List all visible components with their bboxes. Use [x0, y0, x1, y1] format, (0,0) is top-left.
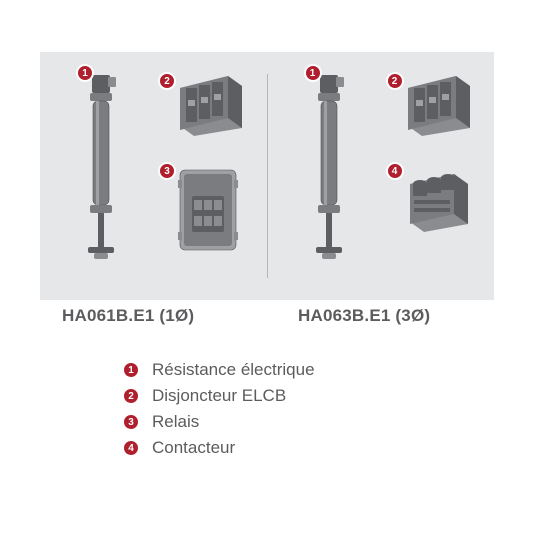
panel-right: 1 2 4 [268, 52, 495, 300]
heater-component [306, 74, 354, 260]
relay-component [176, 166, 240, 254]
callout-badge: 3 [158, 162, 176, 180]
legend-badge: 3 [122, 413, 140, 431]
legend-row: 1 Résistance électrique [122, 360, 315, 380]
callout-badge: 1 [76, 64, 94, 82]
legend-row: 3 Relais [122, 412, 315, 432]
model-label-left: HA061B.E1 (1Ø) [62, 306, 194, 326]
callout-badge: 2 [386, 72, 404, 90]
contactor-component [404, 170, 474, 234]
diagram-panel: 1 2 3 [40, 52, 494, 300]
legend-text: Disjoncteur ELCB [152, 386, 286, 406]
callout-badge: 4 [386, 162, 404, 180]
panel-left: 1 2 3 [40, 52, 267, 300]
legend-text: Contacteur [152, 438, 235, 458]
model-label-right: HA063B.E1 (3Ø) [298, 306, 430, 326]
page: 1 2 3 [0, 0, 533, 533]
legend-text: Relais [152, 412, 199, 432]
legend-badge: 2 [122, 387, 140, 405]
callout-badge: 2 [158, 72, 176, 90]
callout-badge: 1 [304, 64, 322, 82]
legend-row: 4 Contacteur [122, 438, 315, 458]
legend-text: Résistance électrique [152, 360, 315, 380]
legend-row: 2 Disjoncteur ELCB [122, 386, 315, 406]
elcb-component [176, 74, 246, 138]
legend: 1 Résistance électrique 2 Disjoncteur EL… [122, 360, 315, 458]
elcb-component [404, 74, 474, 138]
legend-badge: 1 [122, 361, 140, 379]
legend-badge: 4 [122, 439, 140, 457]
heater-component [78, 74, 126, 260]
